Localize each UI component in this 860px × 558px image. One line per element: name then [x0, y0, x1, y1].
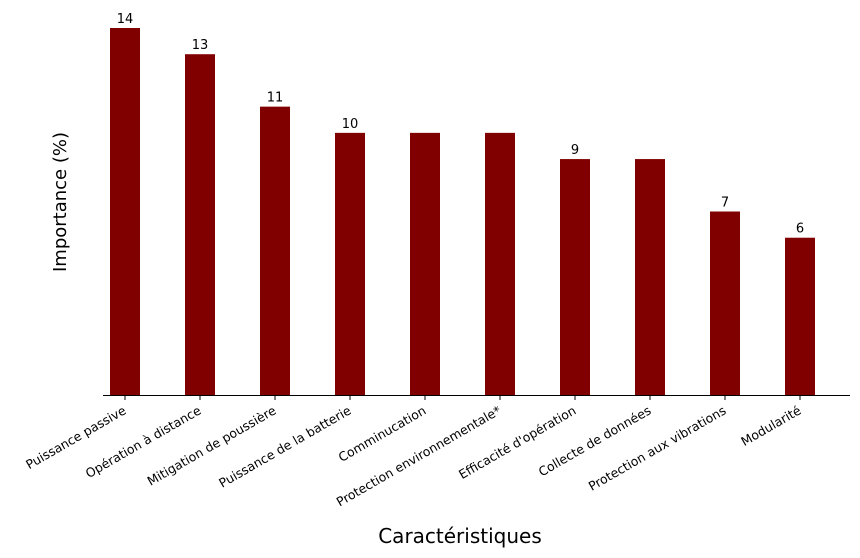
x-tick-label-3: Puissance de la batterie: [216, 402, 354, 490]
bar-3: [335, 132, 365, 395]
bar-6: [560, 159, 590, 395]
y-axis-title: Importance (%): [50, 132, 71, 272]
bar-7: [635, 159, 665, 395]
bar-2: [260, 106, 290, 396]
x-tick-label-8: Protection aux vibrations: [586, 403, 729, 494]
data-label-6: 9: [571, 143, 579, 158]
bar-9: [785, 237, 815, 395]
bars-group: [110, 28, 815, 396]
bar-8: [710, 211, 740, 395]
x-tick-label-2: Mitigation de poussière: [145, 402, 279, 488]
bar-5: [485, 132, 515, 395]
data-label-8: 7: [721, 196, 729, 211]
data-label-9: 6: [796, 222, 804, 237]
bar-0: [110, 28, 140, 395]
bar-4: [410, 132, 440, 395]
x-axis-title: Caractéristiques: [378, 524, 542, 548]
data-labels-group: 14 13 11 10 9 7 6: [117, 12, 804, 237]
x-tick-label-9: Modularité: [738, 402, 803, 448]
data-label-1: 13: [192, 38, 209, 53]
data-label-0: 14: [117, 12, 134, 27]
bar-1: [185, 54, 215, 395]
data-label-3: 10: [342, 117, 359, 132]
data-label-2: 11: [267, 91, 284, 106]
